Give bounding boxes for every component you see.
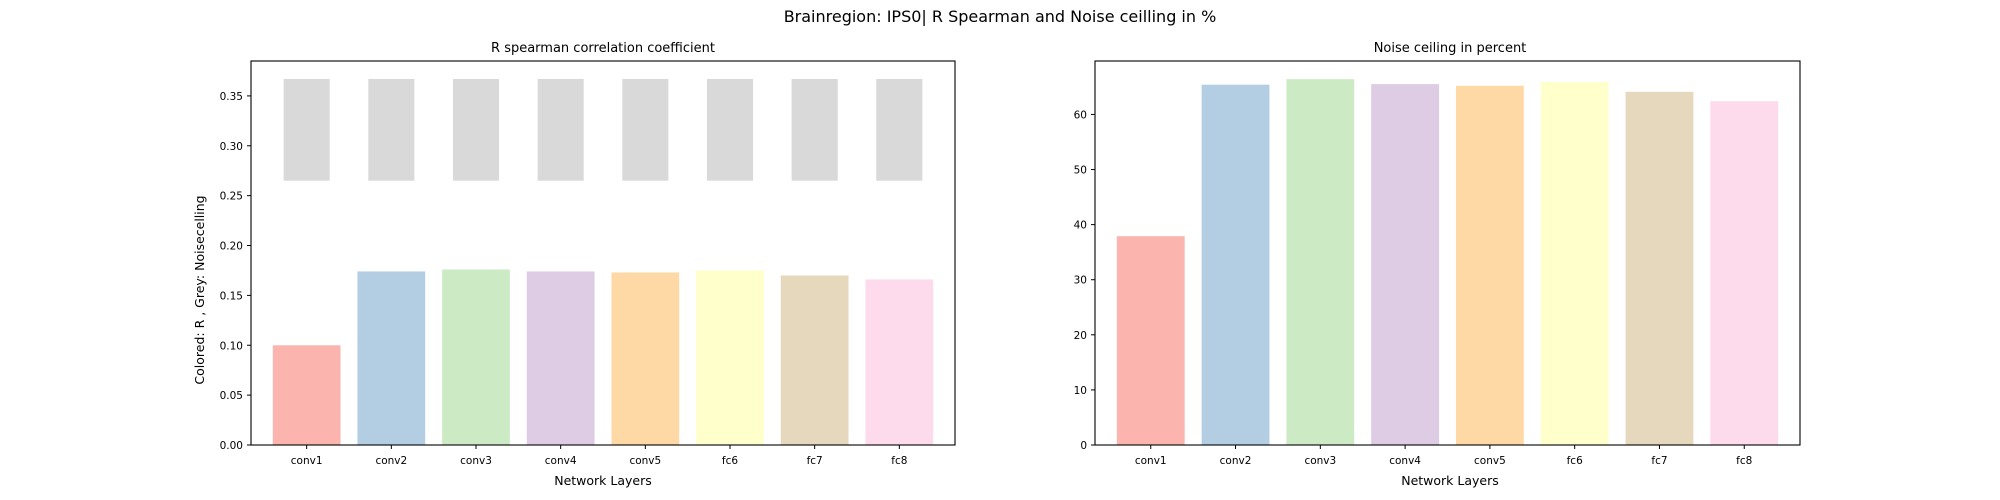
bar bbox=[1116, 236, 1185, 445]
noise-ceiling-bar bbox=[452, 78, 500, 181]
x-tick-label: conv2 bbox=[1220, 455, 1252, 467]
chart-panel-spearman: R spearman correlation coefficient Netwo… bbox=[192, 41, 956, 488]
bar bbox=[1201, 84, 1270, 446]
bar bbox=[1625, 91, 1694, 445]
y-tick-label: 0.10 bbox=[220, 340, 243, 352]
bar bbox=[611, 272, 680, 445]
y-tick-label: 0.00 bbox=[220, 440, 243, 452]
x-tick-label: fc6 bbox=[1567, 455, 1583, 467]
bar bbox=[526, 271, 595, 445]
chart-panel-noise-ceiling: Noise ceiling in percent Network Layers … bbox=[1074, 41, 1801, 488]
noise-ceiling-bar bbox=[876, 78, 923, 181]
bar bbox=[1455, 85, 1524, 446]
x-tick-label: conv5 bbox=[1474, 455, 1506, 467]
bar bbox=[780, 275, 849, 445]
noise-ceiling-bar bbox=[706, 78, 754, 181]
y-tick-label: 40 bbox=[1074, 220, 1087, 232]
noise-ceiling-bar bbox=[537, 78, 584, 181]
x-axis-label: Network Layers bbox=[554, 473, 652, 488]
x-tick-label: conv2 bbox=[375, 455, 407, 467]
figure-title: Brainregion: IPS0| R Spearman and Noise … bbox=[784, 7, 1217, 26]
y-tick-label: 20 bbox=[1074, 330, 1087, 342]
y-tick-label: 0.05 bbox=[220, 390, 243, 402]
bar bbox=[1371, 84, 1440, 446]
bar bbox=[1540, 81, 1609, 446]
x-tick-label: conv3 bbox=[460, 455, 492, 467]
y-tick-label: 0.25 bbox=[220, 191, 243, 203]
y-tick-label: 50 bbox=[1074, 165, 1087, 177]
x-tick-label: fc7 bbox=[807, 455, 823, 467]
x-tick-label: fc8 bbox=[891, 455, 907, 467]
y-tick-label: 30 bbox=[1074, 275, 1087, 287]
x-tick-label: conv4 bbox=[1389, 455, 1421, 467]
bar bbox=[442, 269, 510, 445]
y-tick-label: 10 bbox=[1074, 385, 1087, 397]
y-tick-label: 60 bbox=[1074, 109, 1087, 121]
bar bbox=[272, 345, 341, 445]
y-tick-label: 0.15 bbox=[220, 290, 243, 302]
bar bbox=[357, 271, 426, 445]
bar bbox=[1710, 101, 1779, 445]
plot-frame bbox=[1094, 60, 1801, 446]
bar bbox=[1286, 79, 1355, 445]
chart-title: R spearman correlation coefficient bbox=[491, 41, 715, 56]
y-tick-label: 0.20 bbox=[220, 241, 243, 253]
bar bbox=[696, 270, 764, 445]
x-tick-label: fc6 bbox=[722, 455, 738, 467]
plot-frame bbox=[250, 60, 956, 446]
x-tick-label: conv1 bbox=[1135, 455, 1167, 467]
x-tick-label: conv4 bbox=[545, 455, 577, 467]
x-tick-label: conv3 bbox=[1304, 455, 1336, 467]
x-tick-label: conv1 bbox=[291, 455, 323, 467]
noise-ceiling-bar bbox=[791, 78, 838, 181]
y-axis-label: Colored: R , Grey: Noisecelling bbox=[192, 195, 207, 384]
y-tick-label: 0.30 bbox=[220, 141, 243, 153]
x-tick-label: conv5 bbox=[629, 455, 661, 467]
x-axis-label: Network Layers bbox=[1401, 473, 1499, 488]
bar bbox=[865, 279, 934, 445]
y-tick-label: 0.35 bbox=[220, 91, 243, 103]
x-tick-label: fc7 bbox=[1651, 455, 1667, 467]
noise-ceiling-bar bbox=[622, 78, 669, 181]
x-tick-label: fc8 bbox=[1736, 455, 1752, 467]
noise-ceiling-bar bbox=[283, 78, 330, 181]
noise-ceiling-bar bbox=[368, 78, 415, 181]
y-tick-label: 0 bbox=[1080, 440, 1087, 452]
chart-title: Noise ceiling in percent bbox=[1374, 41, 1527, 56]
